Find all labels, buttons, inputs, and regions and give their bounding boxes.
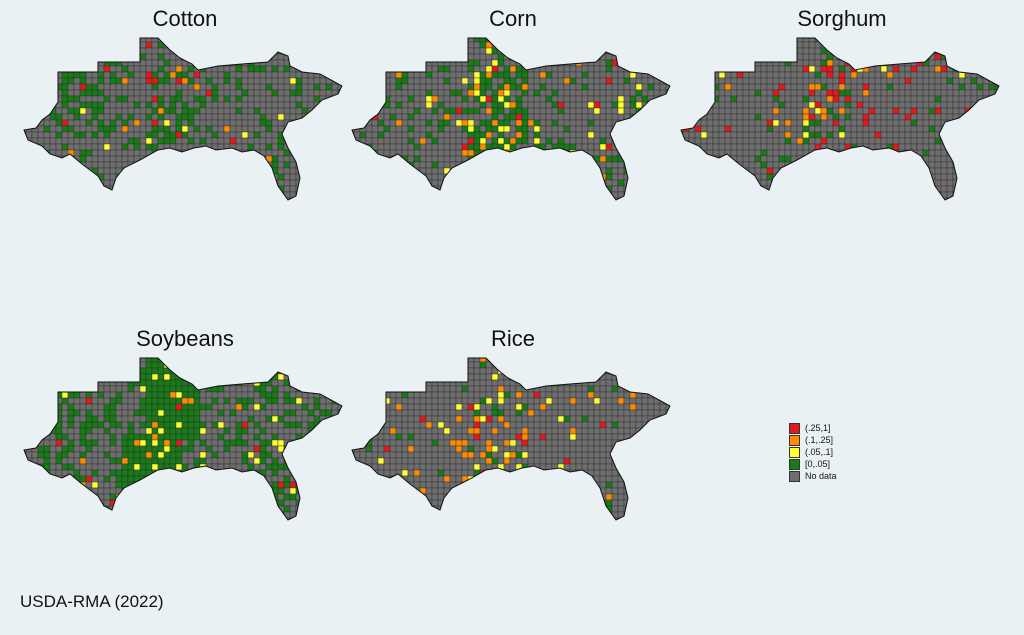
county-cells (352, 38, 670, 200)
legend-label: (.1,.25] (805, 435, 834, 445)
legend-label: No data (805, 471, 837, 481)
region-outline (23, 37, 343, 201)
legend-item: No data (789, 470, 837, 482)
map-title: Rice (490, 326, 535, 351)
county-map (23, 357, 343, 521)
county-cells (681, 38, 999, 200)
legend-item: [0,.05] (789, 458, 837, 470)
county-map (351, 357, 671, 521)
county-map (351, 37, 671, 201)
legend-item: (.1,.25] (789, 434, 837, 446)
county-cells (24, 38, 342, 200)
region-outline (351, 37, 671, 201)
region-outline (680, 37, 1000, 201)
legend-label: (.25,1] (805, 423, 831, 433)
map-legend: (.25,1] (.1,.25] (.05,.1] [0,.05] No dat… (789, 422, 837, 482)
map-panel-rice: Rice (348, 324, 678, 524)
legend-label: (.05,.1] (805, 447, 834, 457)
map-title: Soybeans (136, 326, 234, 351)
map-panel-corn: Corn (348, 4, 678, 204)
map-title: Cotton (152, 6, 218, 31)
county-cells (24, 358, 342, 520)
map-panel-soybeans: Soybeans (20, 324, 350, 524)
region-outline (351, 357, 671, 521)
legend-item: (.25,1] (789, 422, 837, 434)
county-cells (352, 358, 670, 520)
legend-label: [0,.05] (805, 459, 831, 469)
legend-item: (.05,.1] (789, 446, 837, 458)
legend-swatch (789, 470, 800, 482)
legend-swatch (789, 434, 800, 446)
legend-swatch (789, 446, 800, 458)
county-map (23, 37, 343, 201)
map-panel-sorghum: Sorghum (677, 4, 1007, 204)
legend-swatch (789, 458, 800, 470)
map-title: Sorghum (797, 6, 887, 31)
region-outline (23, 357, 343, 521)
map-title: Corn (489, 6, 537, 31)
map-panel-cotton: Cotton (20, 4, 350, 204)
county-map (680, 37, 1000, 201)
source-caption: USDA-RMA (2022) (20, 592, 164, 611)
legend-swatch (789, 422, 800, 434)
